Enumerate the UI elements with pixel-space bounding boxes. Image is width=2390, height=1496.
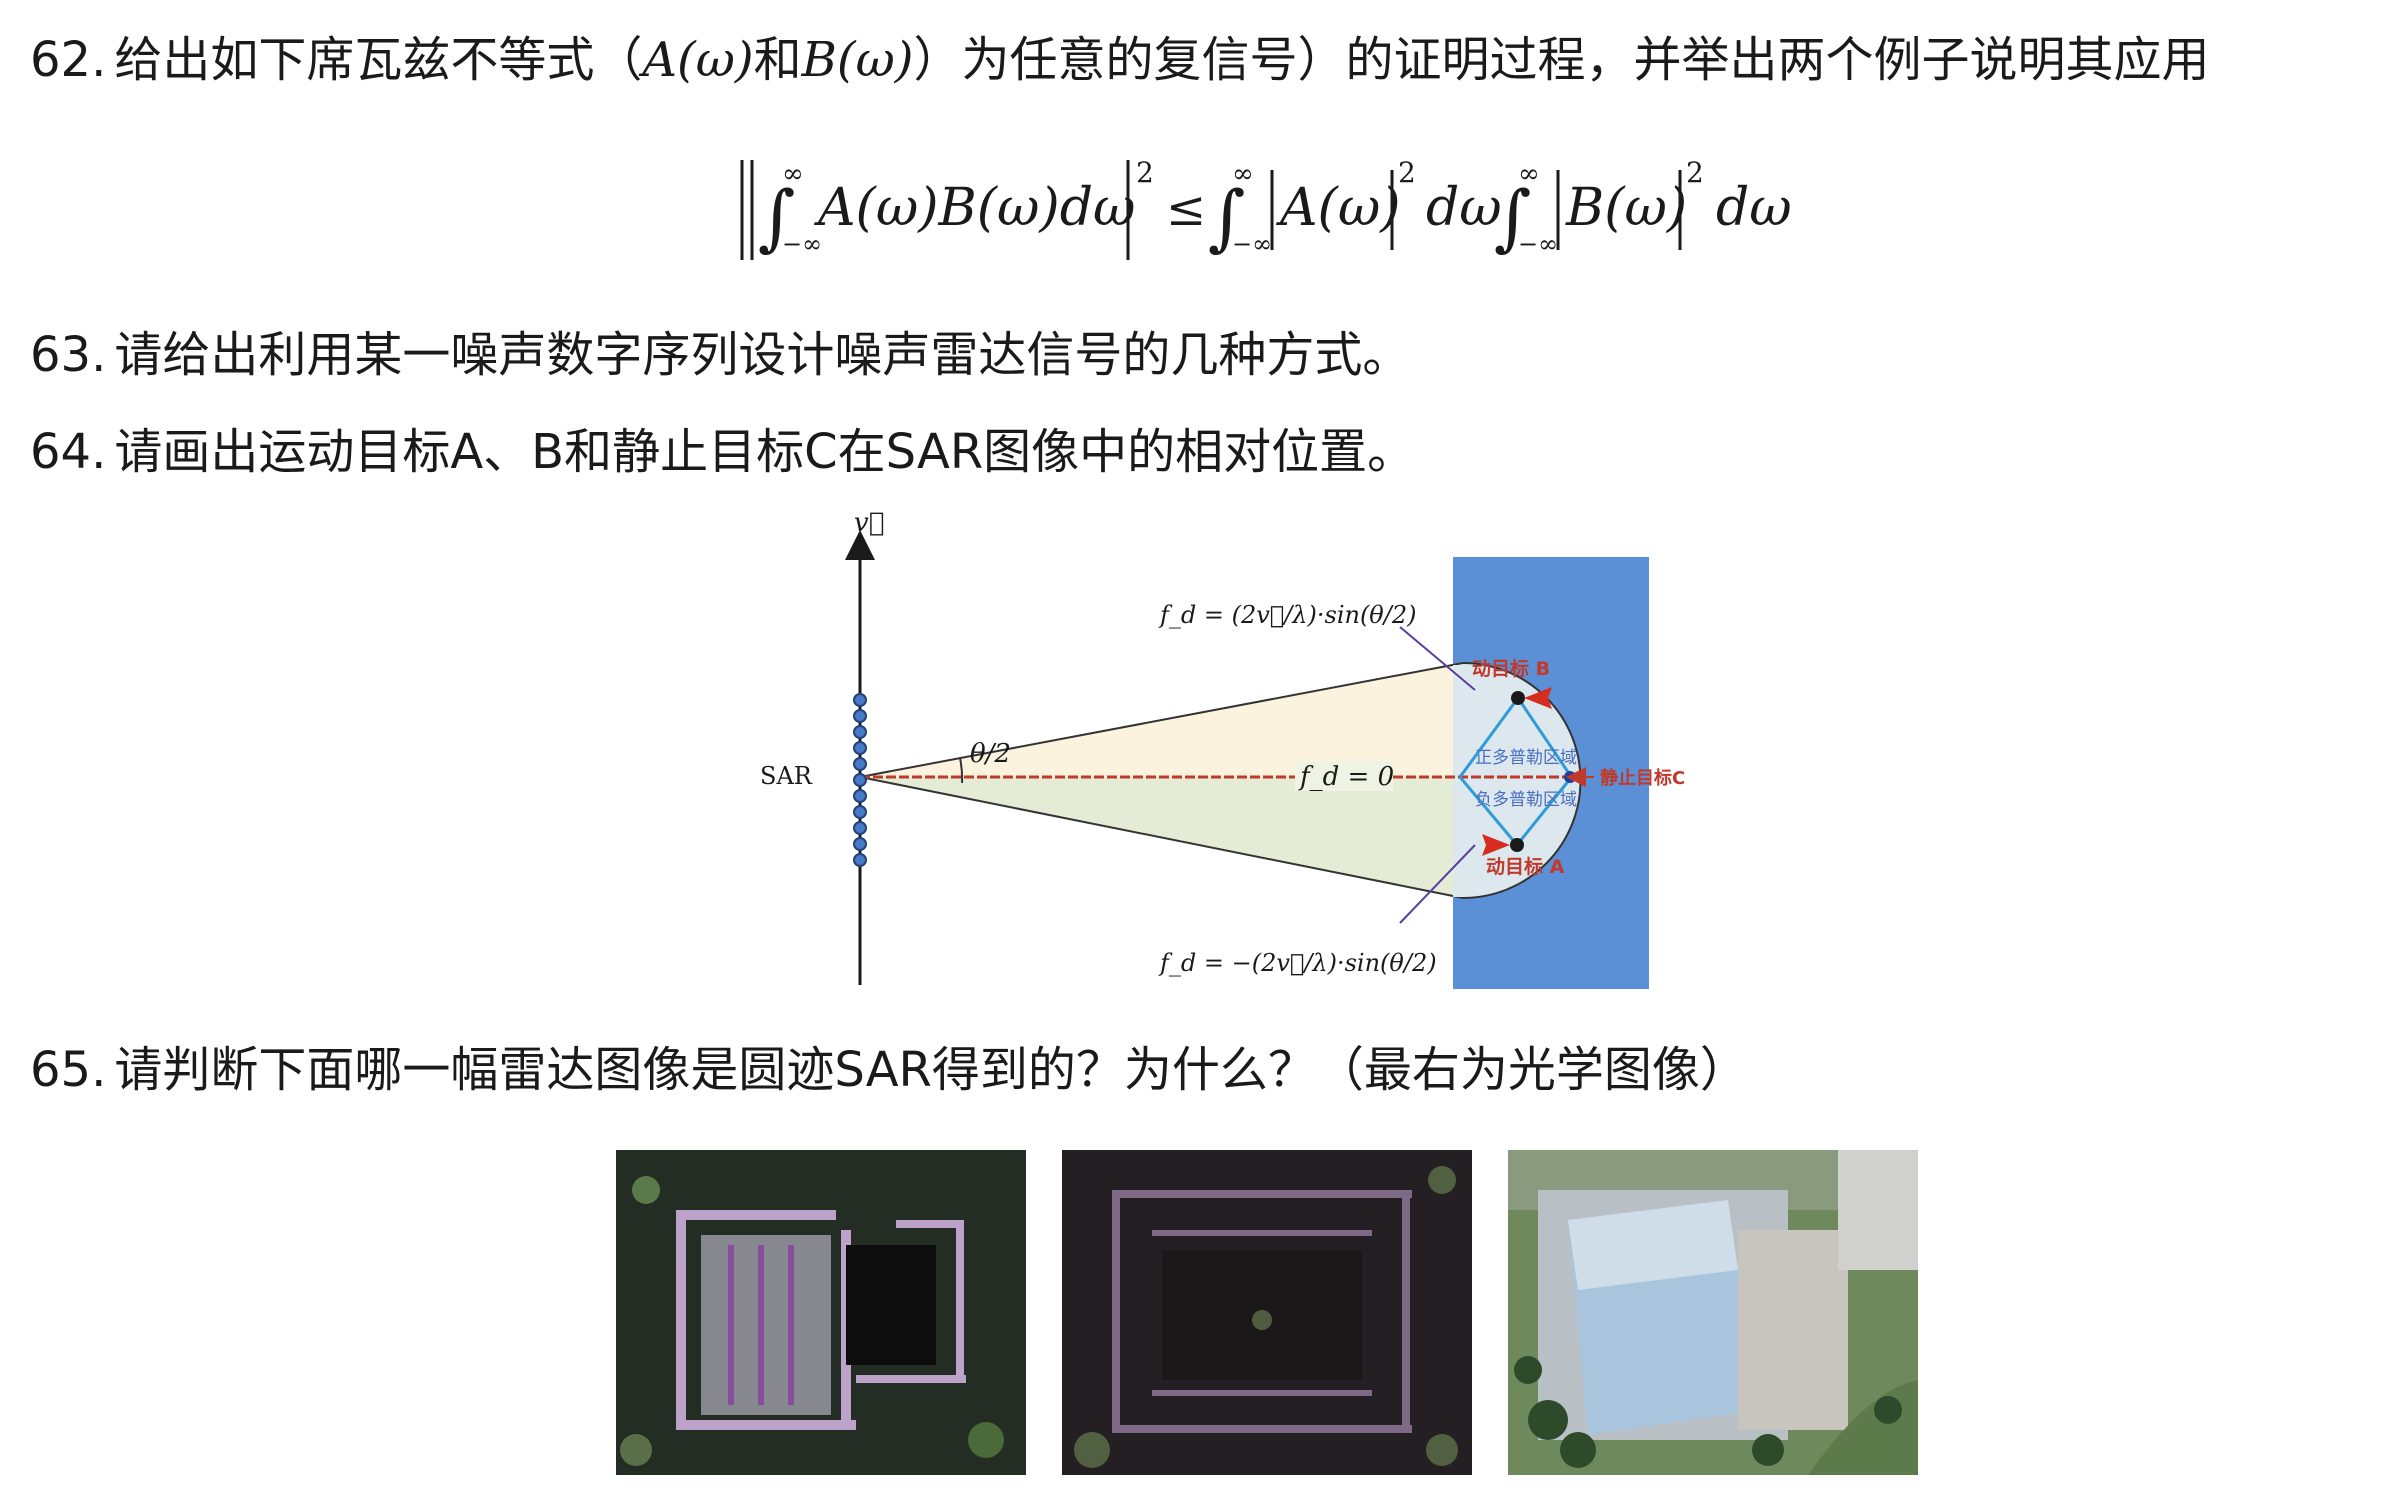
- question-62: 62. 给出如下席瓦兹不等式（A(ω)和B(ω)）为任意的复信号）的证明过程，并举…: [30, 30, 2210, 90]
- cauchy-schwarz-equation: ∫ ∞ −∞ A(ω)B(ω)dω 2 ≤ ∫ ∞ −∞ A(ω) 2 dω ∫…: [0, 130, 2390, 280]
- target-a-dot: [1510, 838, 1524, 852]
- optical-image: [1508, 1150, 1918, 1475]
- svg-text:A(ω): A(ω): [1276, 178, 1401, 238]
- sar-label: SAR: [760, 762, 813, 790]
- target-a-label: 动目标 A: [1486, 856, 1565, 878]
- sar-image-1: [616, 1150, 1026, 1475]
- math-A: A(ω): [642, 32, 753, 88]
- svg-text:≤: ≤: [1166, 181, 1206, 237]
- positive-region-label: 正多普勒区域: [1475, 748, 1577, 768]
- svg-text:∞: ∞: [1518, 159, 1540, 189]
- positive-doppler-formula: f_d = (2v⃗/λ)·sin(θ/2): [1158, 601, 1416, 629]
- antenna-array: [854, 694, 866, 866]
- question-text-tail: ）为任意的复信号）的证明过程，并举出两个例子说明其应用: [914, 32, 2210, 88]
- svg-text:B(ω): B(ω): [1565, 178, 1687, 238]
- question-number: 63.: [30, 327, 106, 383]
- negative-doppler-formula: f_d = −(2v⃗/λ)·sin(θ/2): [1158, 949, 1437, 977]
- target-b-dot: [1511, 691, 1525, 705]
- question-text: 请判断下面哪一幅雷达图像是圆迹SAR得到的？为什么？（最右为光学图像）: [114, 1042, 1748, 1098]
- theta-label: θ/2: [970, 739, 1011, 769]
- target-c-dot: [1564, 771, 1576, 783]
- question-number: 65.: [30, 1042, 106, 1098]
- svg-text:−∞: −∞: [782, 230, 822, 258]
- question-text: 请给出利用某一噪声数字序列设计噪声雷达信号的几种方式。: [114, 327, 1410, 383]
- target-b-label: 动目标 B: [1472, 658, 1550, 680]
- question-text-connector: 和: [754, 32, 802, 88]
- svg-text:dω: dω: [1426, 178, 1502, 238]
- sar-image-2: [1062, 1150, 1472, 1475]
- math-B: B(ω): [802, 32, 914, 88]
- svg-text:2: 2: [1136, 156, 1154, 189]
- question-text: 请画出运动目标A、B和静止目标C在SAR图像中的相对位置。: [114, 424, 1415, 480]
- sar-moving-target-diagram: v⃗ SAR θ/2 f_d = 0 f_d = (2v⃗/λ)·sin(θ/2…: [740, 505, 1800, 1005]
- target-c-label: 静止目标C: [1600, 767, 1685, 789]
- zero-doppler-label: f_d = 0: [1298, 762, 1394, 792]
- svg-text:∞: ∞: [782, 159, 804, 189]
- svg-text:A(ω)B(ω)dω: A(ω)B(ω)dω: [814, 178, 1135, 238]
- svg-text:−∞: −∞: [1232, 230, 1272, 258]
- svg-text:dω: dω: [1716, 178, 1792, 238]
- negative-region-label: 负多普勒区域: [1475, 790, 1577, 810]
- svg-text:−∞: −∞: [1518, 230, 1558, 258]
- question-text: 给出如下席瓦兹不等式（: [114, 32, 642, 88]
- question-64: 64. 请画出运动目标A、B和静止目标C在SAR图像中的相对位置。: [30, 422, 1415, 482]
- svg-text:2: 2: [1398, 156, 1416, 189]
- image-panels: [0, 1150, 2390, 1490]
- question-63: 63. 请给出利用某一噪声数字序列设计噪声雷达信号的几种方式。: [30, 325, 1410, 385]
- question-65: 65. 请判断下面哪一幅雷达图像是圆迹SAR得到的？为什么？（最右为光学图像）: [30, 1040, 1748, 1100]
- svg-text:2: 2: [1686, 156, 1704, 189]
- svg-text:∞: ∞: [1232, 159, 1254, 189]
- question-number: 64.: [30, 424, 106, 480]
- velocity-label: v⃗: [854, 508, 884, 538]
- question-number: 62.: [30, 32, 106, 88]
